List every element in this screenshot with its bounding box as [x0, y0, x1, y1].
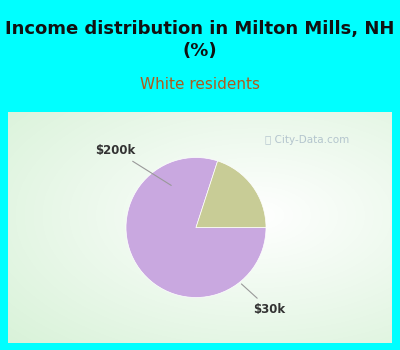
Wedge shape: [126, 158, 266, 298]
Text: $200k: $200k: [95, 144, 171, 186]
Text: Income distribution in Milton Mills, NH
(%): Income distribution in Milton Mills, NH …: [5, 20, 395, 60]
Text: $30k: $30k: [242, 284, 286, 316]
Text: ⓘ City-Data.com: ⓘ City-Data.com: [265, 135, 350, 145]
Text: White residents: White residents: [140, 77, 260, 92]
Wedge shape: [196, 161, 266, 228]
